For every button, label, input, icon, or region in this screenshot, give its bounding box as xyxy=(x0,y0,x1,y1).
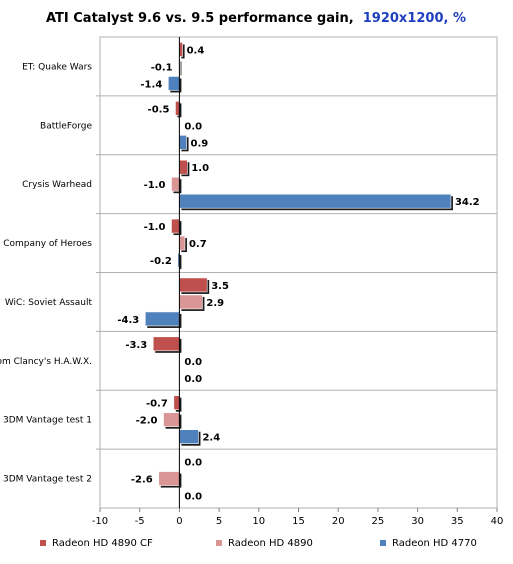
bar-value-label: 0.0 xyxy=(184,458,202,469)
category-label: Tom Clancy's H.A.W.X. xyxy=(0,357,92,367)
bar xyxy=(179,135,187,150)
category-label: ET: Quake Wars xyxy=(22,62,92,72)
x-tick-label: 25 xyxy=(372,516,385,527)
bar-value-label: -1.4 xyxy=(140,79,162,90)
bar xyxy=(179,294,203,310)
bar-shadow xyxy=(179,255,182,270)
bar xyxy=(179,429,199,444)
bar-value-label: 3.5 xyxy=(211,281,229,292)
bar-value-label: 2.4 xyxy=(202,433,220,444)
x-tick-label: 35 xyxy=(451,516,464,527)
bar xyxy=(167,76,180,91)
bar-value-label: -0.2 xyxy=(150,256,172,267)
bar-value-label: 0.4 xyxy=(187,45,205,56)
category-label: Company of Heroes xyxy=(3,239,92,249)
bar-value-label: 0.0 xyxy=(184,121,202,132)
bar xyxy=(179,277,208,293)
bar-value-label: 34.2 xyxy=(455,197,480,208)
bar-value-label: 0.0 xyxy=(184,357,202,368)
category-label: 3DM Vantage test 2 xyxy=(3,475,92,485)
legend: Radeon HD 4890 CF Radeon HD 4890 Radeon HD… xyxy=(40,538,477,549)
bar xyxy=(175,101,180,116)
chart-title-highlight: 1920x1200, % xyxy=(363,11,466,26)
bar-value-label: -2.0 xyxy=(136,416,158,427)
plot-area: ET: Quake Wars BattleForge Crysis Warhead C… xyxy=(0,36,504,527)
bar-value-label: -1.0 xyxy=(144,180,166,191)
bar-value-label: 0.0 xyxy=(184,492,202,503)
bar xyxy=(179,193,452,209)
legend-item: Radeon HD 4770 xyxy=(392,538,477,549)
bar-value-label: 0.7 xyxy=(189,239,207,250)
x-tick-label: 15 xyxy=(292,516,305,527)
x-tick-label: -10 xyxy=(92,516,108,527)
bar xyxy=(171,176,180,192)
category-label: Crysis Warhead xyxy=(22,180,92,190)
x-tick-label: 0 xyxy=(176,516,182,527)
legend-swatch xyxy=(216,540,222,546)
bar-value-label: 0.0 xyxy=(184,374,202,385)
bar xyxy=(171,218,180,234)
bar-value-label: -4.3 xyxy=(117,315,139,326)
chart-title-main: ATI Catalyst 9.6 vs. 9.5 performance gai… xyxy=(46,11,354,26)
category-label: BattleForge xyxy=(40,121,92,131)
bar xyxy=(163,412,180,427)
bar xyxy=(158,471,180,486)
x-tick-label: 20 xyxy=(332,516,345,527)
bar xyxy=(152,336,180,352)
bar xyxy=(144,311,180,327)
bar-value-label: 2.9 xyxy=(206,298,224,309)
bar-value-label: -0.5 xyxy=(148,104,170,115)
bar-value-label: -2.6 xyxy=(131,475,153,486)
bar-value-label: -1.0 xyxy=(144,222,166,233)
legend-item: Radeon HD 4890 CF xyxy=(52,538,153,549)
bar-value-label: 0.9 xyxy=(191,138,209,149)
x-tick-label: -5 xyxy=(135,516,145,527)
category-label: WiC: Soviet Assault xyxy=(5,298,93,308)
bar-value-label: -0.1 xyxy=(151,62,173,73)
x-tick-label: 40 xyxy=(491,516,504,527)
x-tick-label: 5 xyxy=(216,516,222,527)
bar xyxy=(179,159,188,175)
chart-title: ATI Catalyst 9.6 vs. 9.5 performance gai… xyxy=(46,7,466,26)
bar-shadow xyxy=(181,44,185,59)
bar-value-label: -0.7 xyxy=(146,399,168,410)
x-tick-label: 10 xyxy=(252,516,265,527)
bar xyxy=(173,395,180,410)
legend-swatch xyxy=(380,540,386,546)
legend-swatch xyxy=(40,540,46,546)
bar-value-label: 1.0 xyxy=(191,163,209,174)
x-tick-label: 30 xyxy=(411,516,424,527)
legend-item: Radeon HD 4890 xyxy=(228,538,313,549)
bar-value-label: -3.3 xyxy=(125,340,147,351)
bar-shadow xyxy=(180,61,182,76)
category-label: 3DM Vantage test 1 xyxy=(3,416,92,426)
bar xyxy=(179,235,186,251)
